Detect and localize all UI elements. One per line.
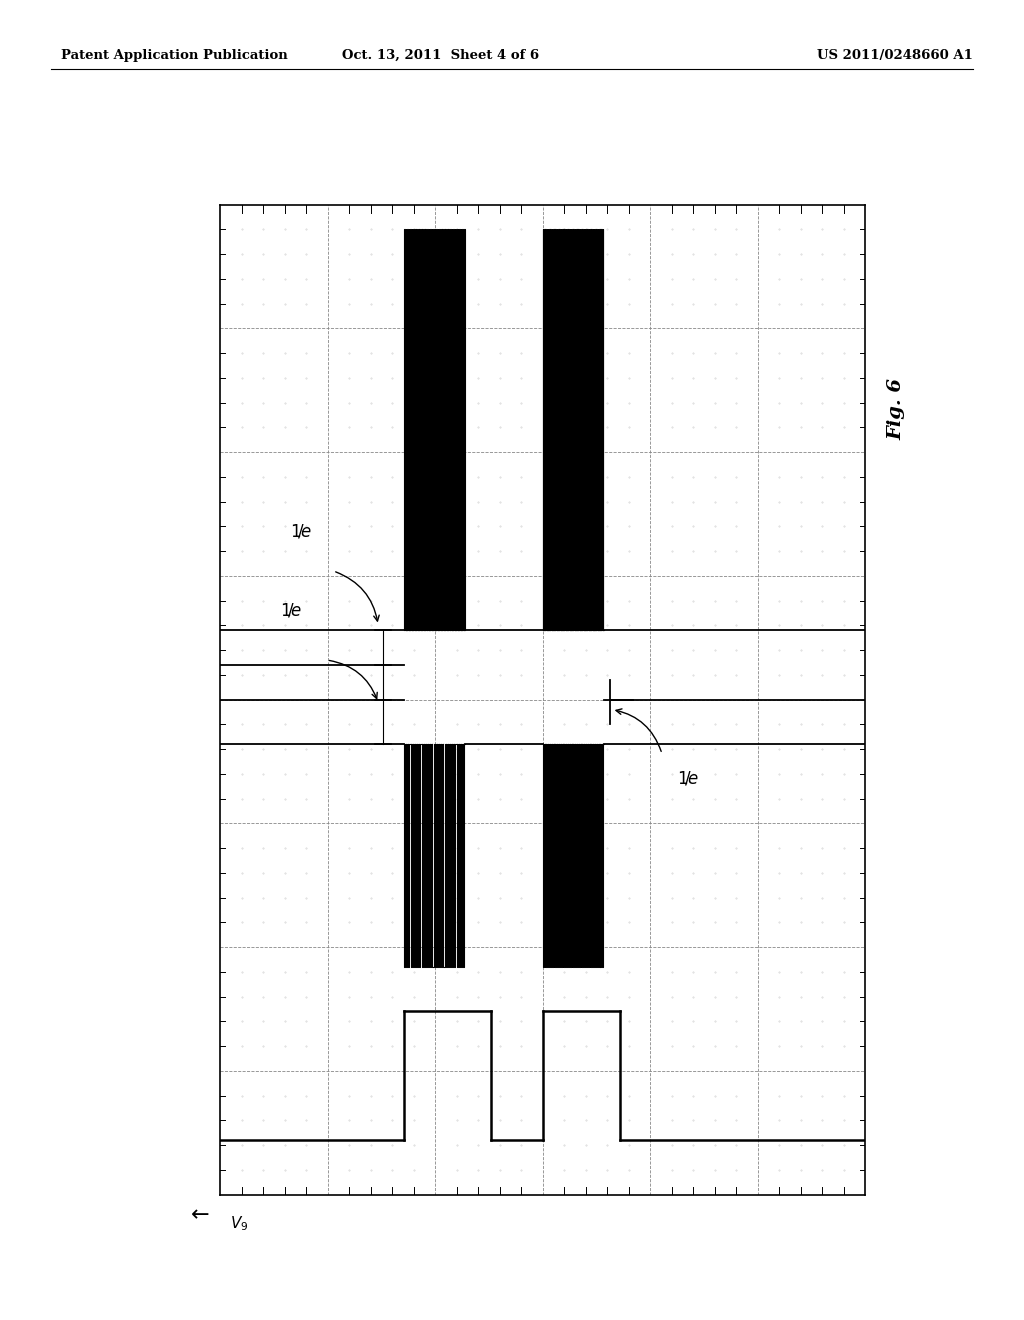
Text: Fig. 6: Fig. 6 [887,379,905,440]
Text: Patent Application Publication: Patent Application Publication [61,49,288,62]
Text: US 2011/0248660 A1: US 2011/0248660 A1 [817,49,973,62]
Text: ←: ← [191,1205,210,1225]
Text: $V_9$: $V_9$ [230,1214,249,1233]
Text: $1\!/\!e$: $1\!/\!e$ [290,523,312,540]
Text: $1\!/\!e$: $1\!/\!e$ [280,602,302,619]
Text: $1\!/\!e$: $1\!/\!e$ [677,770,699,788]
Text: Oct. 13, 2011  Sheet 4 of 6: Oct. 13, 2011 Sheet 4 of 6 [342,49,539,62]
